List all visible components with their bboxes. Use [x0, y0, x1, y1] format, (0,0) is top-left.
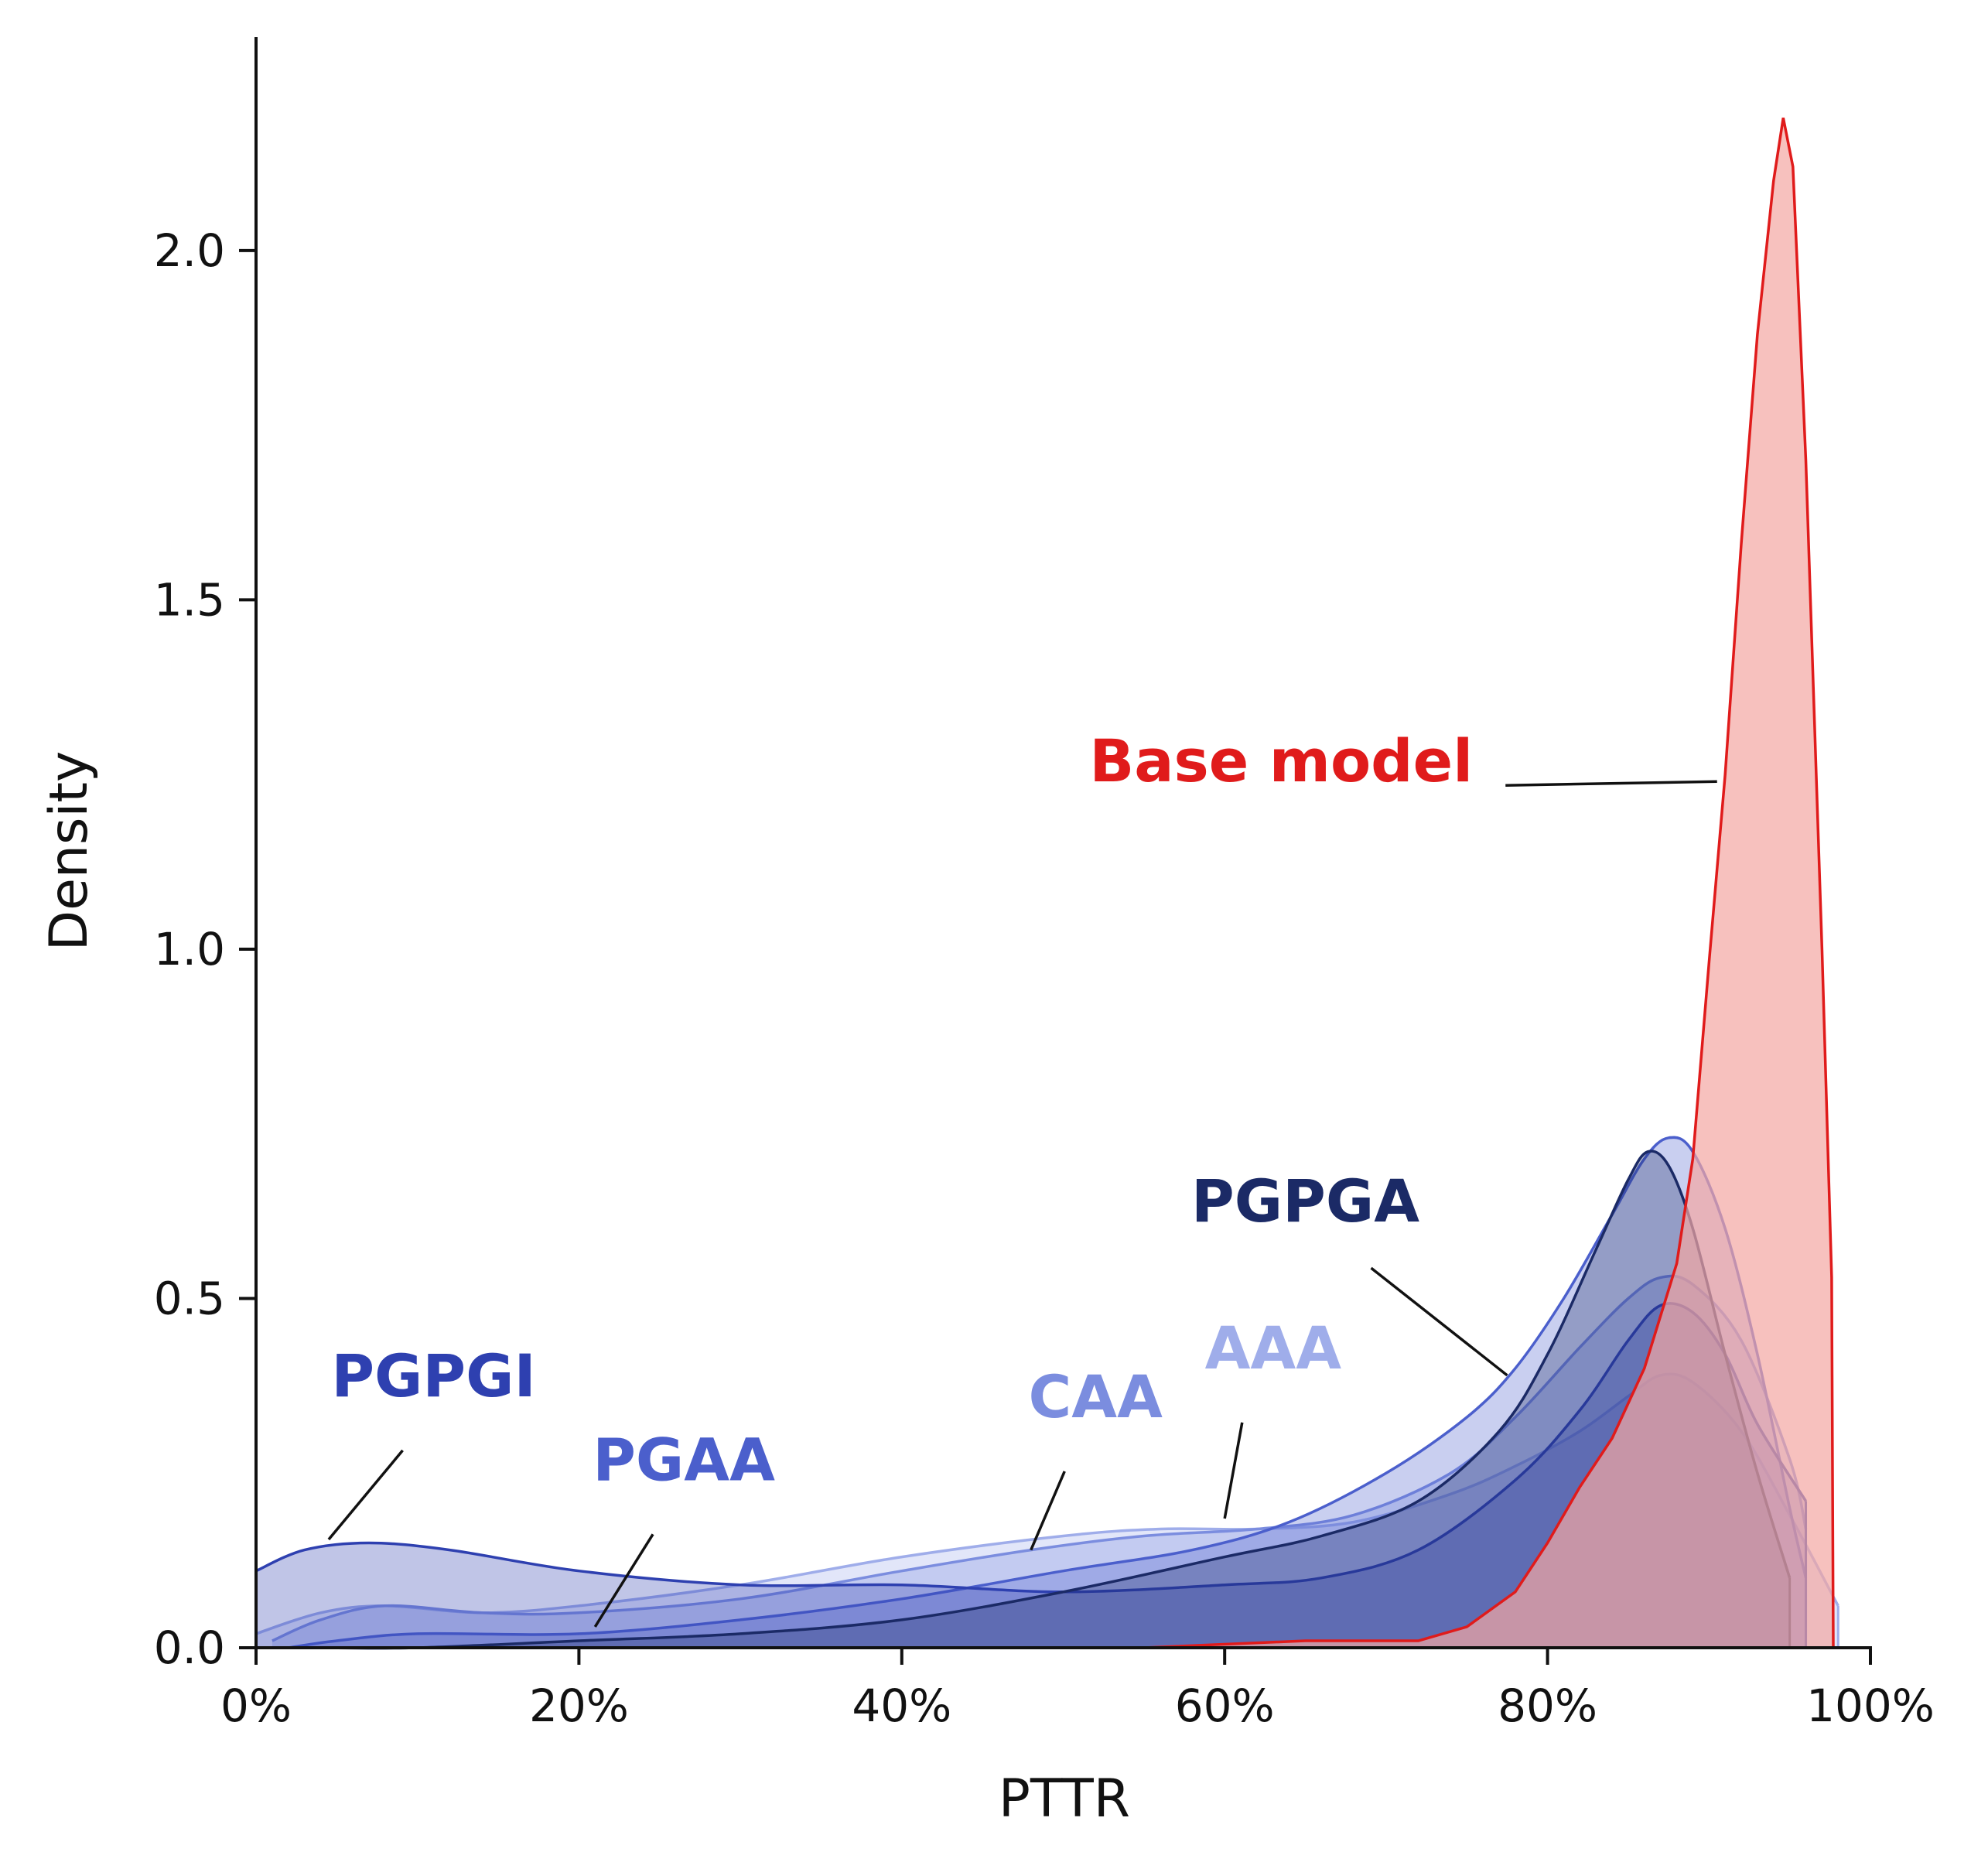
series-label-base-model: Base model [1089, 726, 1473, 795]
series-label-aaa: AAA [1205, 1314, 1342, 1382]
series-label-caa: CAA [1029, 1362, 1163, 1431]
y-axis-ticks: 0.0 0.5 1.0 1.5 2.0 [154, 224, 256, 1674]
y-tick-label: 2.0 [154, 224, 225, 277]
series-label-pgpgi: PGPGI [331, 1341, 535, 1410]
x-tick-label: 0% [220, 1679, 292, 1732]
x-axis-title: PTTR [999, 1768, 1130, 1830]
leader-line-aaa [1223, 1422, 1244, 1519]
series-pgpga-fill [320, 1150, 1790, 1649]
leader-line-pgaa [593, 1533, 654, 1628]
leader-line-base-model [1505, 780, 1717, 787]
y-tick-label: 1.0 [154, 923, 225, 976]
series-base-model-fill [901, 118, 1833, 1648]
x-tick-label: 100% [1806, 1679, 1935, 1732]
series-label-layer: AAA CAA PGAA PGPGI PGPGA Base model [327, 726, 1717, 1628]
series-label-pgpga: PGPGA [1191, 1167, 1419, 1235]
series-label-pgaa: PGAA [593, 1425, 775, 1494]
x-tick-label: 60% [1175, 1679, 1275, 1732]
density-series-layer [255, 117, 1839, 1650]
series-base-model-line [901, 117, 1835, 1649]
y-tick-label: 1.5 [154, 573, 225, 626]
series-caa-fill [272, 1276, 1806, 1648]
y-tick-label: 0.0 [154, 1621, 225, 1674]
x-tick-label: 40% [852, 1679, 951, 1732]
leader-line-pgpgi [327, 1449, 404, 1541]
series-pgaa-fill [288, 1137, 1806, 1648]
y-tick-label: 0.5 [154, 1272, 225, 1324]
series-aaa-fill [256, 1374, 1839, 1648]
series-base-model [901, 117, 1835, 1649]
x-tick-label: 20% [529, 1679, 629, 1732]
series-pgpgi-fill [256, 1303, 1806, 1648]
y-axis-title: Density [39, 751, 100, 952]
leader-line-caa [1030, 1471, 1066, 1551]
x-axis-ticks: 0% 20% 40% 60% 80% 100% [220, 1648, 1935, 1732]
leader-line-pgpga [1370, 1266, 1508, 1377]
x-tick-label: 80% [1498, 1679, 1597, 1732]
